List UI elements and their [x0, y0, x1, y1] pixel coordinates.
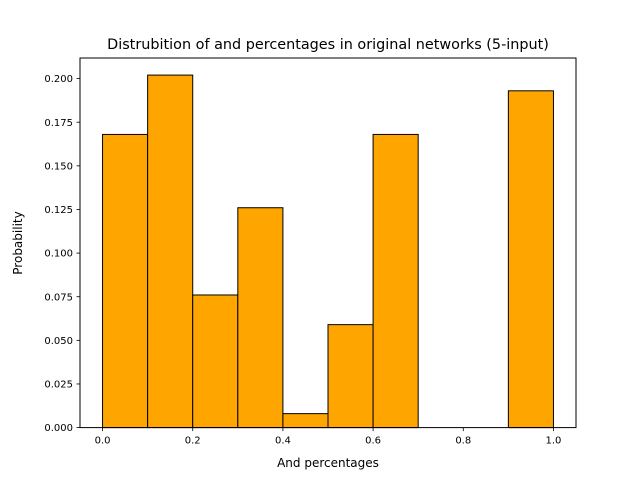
x-tick-label: 0.0 [95, 436, 111, 447]
chart-title: Distrubition of and percentages in origi… [107, 37, 549, 53]
y-tick-label: 0.075 [44, 292, 73, 303]
x-axis-ticks: 0.0 0.2 0.4 0.6 0.8 1.0 [95, 427, 562, 447]
x-tick-label: 0.4 [275, 436, 291, 447]
x-tick-label: 0.2 [185, 436, 201, 447]
x-tick-label: 1.0 [546, 436, 562, 447]
histogram-bar [507, 90, 554, 429]
y-tick-label: 0.175 [44, 118, 73, 129]
histogram-bar [237, 207, 284, 429]
y-axis-ticks: 0.000 0.025 0.050 0.075 0.100 0.125 0.150 0.175… [44, 74, 80, 434]
x-axis-label: And percentages [277, 456, 379, 470]
y-tick-label: 0.100 [44, 249, 73, 260]
x-tick-label: 0.6 [365, 436, 381, 447]
histogram-bar [327, 324, 374, 429]
histogram-bar [192, 294, 239, 429]
histogram-bar [282, 413, 329, 429]
y-tick-label: 0.200 [44, 74, 73, 85]
x-tick-label: 0.8 [455, 436, 471, 447]
y-tick-label: 0.000 [44, 423, 73, 434]
y-axis-label: Probability [11, 211, 25, 274]
histogram-bar [147, 74, 194, 429]
histogram-bar [372, 133, 419, 429]
y-tick-label: 0.150 [44, 161, 73, 172]
y-tick-label: 0.125 [44, 205, 73, 216]
y-tick-label: 0.025 [44, 380, 73, 391]
histogram-bar [102, 133, 149, 429]
bars-group [102, 74, 554, 429]
plot-frame [79, 57, 577, 429]
y-tick-label: 0.050 [44, 336, 73, 347]
